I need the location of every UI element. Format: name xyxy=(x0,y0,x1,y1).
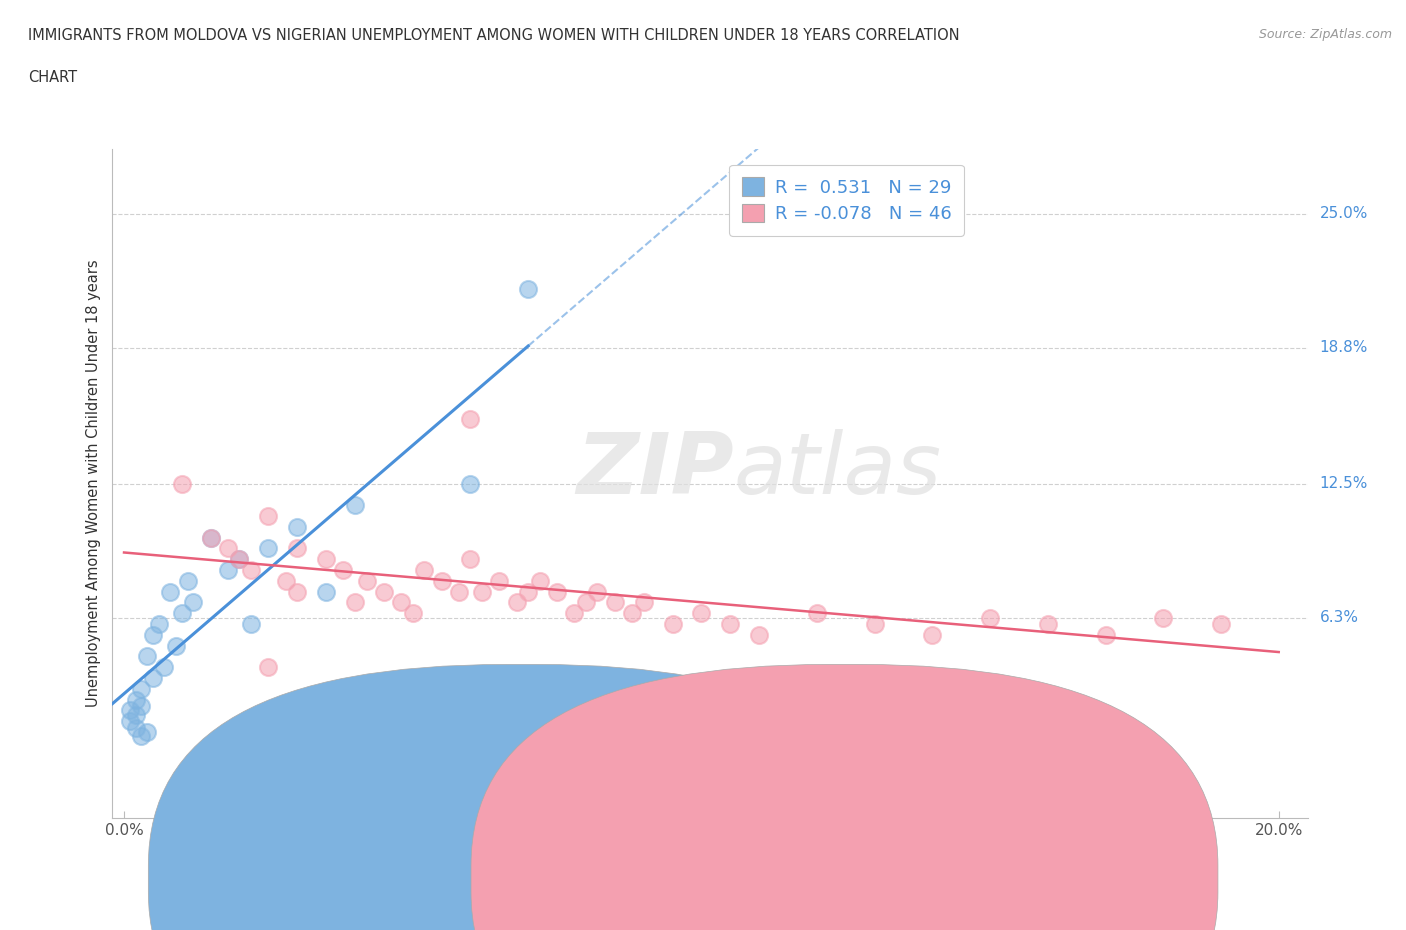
Point xyxy=(228,551,250,566)
Point xyxy=(389,595,412,610)
Point xyxy=(748,628,770,643)
Text: Immigrants from Moldova: Immigrants from Moldova xyxy=(543,871,740,886)
Point xyxy=(806,605,828,620)
Point xyxy=(517,584,540,599)
Point xyxy=(170,476,193,491)
Point xyxy=(274,574,297,589)
Point xyxy=(217,541,239,556)
Point xyxy=(471,584,494,599)
Y-axis label: Unemployment Among Women with Children Under 18 years: Unemployment Among Women with Children U… xyxy=(86,259,101,708)
Point xyxy=(1094,628,1116,643)
Point xyxy=(165,638,187,653)
Point xyxy=(153,659,176,674)
Text: 12.5%: 12.5% xyxy=(1319,476,1368,491)
Point xyxy=(921,628,943,643)
Point xyxy=(257,541,280,556)
Point xyxy=(373,584,395,599)
Point xyxy=(430,574,453,589)
Point xyxy=(285,584,308,599)
Text: ZIP: ZIP xyxy=(576,429,734,512)
Point xyxy=(603,595,626,610)
Point xyxy=(142,671,165,685)
Text: 18.8%: 18.8% xyxy=(1319,340,1368,355)
Point xyxy=(240,563,263,578)
Point xyxy=(217,563,239,578)
Point xyxy=(200,530,222,545)
Point xyxy=(661,617,683,631)
Text: 25.0%: 25.0% xyxy=(1319,206,1368,221)
Point xyxy=(529,574,551,589)
Point xyxy=(402,605,425,620)
Point xyxy=(240,617,263,631)
Point xyxy=(118,713,141,728)
Text: atlas: atlas xyxy=(734,429,942,512)
Point xyxy=(332,563,354,578)
Point xyxy=(447,584,470,599)
Point xyxy=(517,282,540,297)
Point xyxy=(124,708,146,723)
FancyBboxPatch shape xyxy=(149,664,896,930)
Point xyxy=(718,617,741,631)
Point xyxy=(343,498,366,512)
Point xyxy=(159,584,181,599)
Point xyxy=(505,595,527,610)
Text: IMMIGRANTS FROM MOLDOVA VS NIGERIAN UNEMPLOYMENT AMONG WOMEN WITH CHILDREN UNDER: IMMIGRANTS FROM MOLDOVA VS NIGERIAN UNEM… xyxy=(28,28,960,43)
Point xyxy=(176,574,198,589)
Point xyxy=(863,617,886,631)
Point xyxy=(136,724,159,739)
Point xyxy=(124,692,146,707)
Text: 6.3%: 6.3% xyxy=(1319,610,1358,625)
Point xyxy=(460,551,482,566)
Point xyxy=(413,563,436,578)
Point xyxy=(257,509,280,524)
Point xyxy=(460,476,482,491)
Text: CHART: CHART xyxy=(28,70,77,85)
Point xyxy=(228,551,250,566)
Point xyxy=(136,649,159,664)
Point xyxy=(356,574,378,589)
Text: Nigerians: Nigerians xyxy=(865,871,938,886)
Point xyxy=(621,605,644,620)
Point xyxy=(257,659,280,674)
Point xyxy=(142,628,165,643)
Point xyxy=(170,605,193,620)
Point xyxy=(488,574,510,589)
Point xyxy=(148,617,170,631)
Text: Source: ZipAtlas.com: Source: ZipAtlas.com xyxy=(1258,28,1392,41)
Point xyxy=(285,541,308,556)
Legend: R =  0.531   N = 29, R = -0.078   N = 46: R = 0.531 N = 29, R = -0.078 N = 46 xyxy=(730,165,965,235)
Point xyxy=(1036,617,1059,631)
Point xyxy=(546,584,568,599)
FancyBboxPatch shape xyxy=(471,664,1218,930)
Point xyxy=(285,519,308,534)
Point xyxy=(131,682,153,697)
Point xyxy=(1152,610,1174,625)
Point xyxy=(690,605,713,620)
Point xyxy=(586,584,609,599)
Point xyxy=(131,729,153,744)
Point xyxy=(633,595,655,610)
Point xyxy=(118,703,141,718)
Point xyxy=(343,595,366,610)
Point xyxy=(200,530,222,545)
Point xyxy=(181,595,204,610)
Point xyxy=(979,610,1001,625)
Point xyxy=(575,595,598,610)
Point xyxy=(315,584,337,599)
Point xyxy=(1209,617,1232,631)
Point xyxy=(460,411,482,426)
Point xyxy=(564,605,586,620)
Point xyxy=(131,698,153,713)
Point xyxy=(124,720,146,735)
Point xyxy=(315,551,337,566)
